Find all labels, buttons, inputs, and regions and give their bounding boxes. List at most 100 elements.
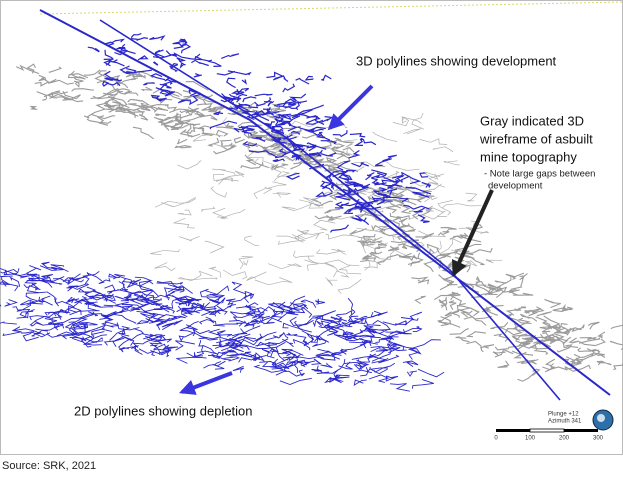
wireframe-line <box>204 103 216 110</box>
depletion-line <box>201 305 224 317</box>
wireframe-line <box>294 229 310 240</box>
wireframe-line <box>505 272 525 280</box>
wireframe-line <box>493 333 510 342</box>
wireframe-line <box>218 177 233 185</box>
depletion-line <box>32 274 53 288</box>
wireframe-line <box>249 157 287 169</box>
wireframe-line <box>520 313 538 322</box>
development-line <box>340 169 357 175</box>
depletion-line <box>44 310 71 316</box>
depletion-line <box>140 294 171 302</box>
development-line <box>282 106 297 110</box>
wireframe-line <box>336 249 347 255</box>
depletion-line <box>84 298 114 308</box>
depletion-line <box>344 318 367 328</box>
development-line <box>330 183 336 190</box>
wireframe-line <box>248 141 269 151</box>
wireframe-line <box>328 165 339 171</box>
wireframe-line <box>511 333 527 341</box>
wireframe-line <box>434 292 459 301</box>
wireframe-line <box>579 336 597 341</box>
depletion-line <box>393 342 422 355</box>
wireframe-line <box>439 237 462 255</box>
wireframe-line <box>103 99 115 109</box>
scale-labels: 0 100 200 300 <box>494 436 603 442</box>
wireframe-line <box>447 249 460 255</box>
wireframe-line <box>84 69 101 76</box>
depletion-line <box>402 360 419 367</box>
depletion-line <box>83 301 98 308</box>
wireframe-line <box>325 233 354 240</box>
wireframe-line <box>443 160 460 166</box>
development-line <box>114 50 136 56</box>
development-line <box>304 75 314 81</box>
wireframe-line <box>369 251 383 259</box>
depletion-line <box>263 317 282 325</box>
depletion-line <box>41 276 65 283</box>
wireframe-line <box>534 350 549 356</box>
wireframe-line <box>512 335 530 341</box>
development-line <box>371 169 388 177</box>
depletion-line <box>117 288 130 293</box>
wireframe-line <box>183 95 207 106</box>
wireframe-line <box>297 155 320 159</box>
wireframe-line <box>281 202 314 211</box>
wireframe-line <box>494 348 514 358</box>
wireframe-line <box>170 122 184 131</box>
wireframe-line <box>267 263 302 270</box>
annotation: Gray indicated 3D <box>480 113 584 128</box>
depletion-line <box>314 348 329 359</box>
depletion-line <box>12 306 31 315</box>
wireframe-line <box>536 311 552 317</box>
wireframe-line <box>270 108 277 115</box>
wireframe-line <box>304 259 340 273</box>
depletion-line <box>118 338 131 353</box>
depletion-line <box>267 344 277 358</box>
wireframe-line <box>383 201 402 209</box>
wireframe-line <box>330 215 355 222</box>
development-line <box>254 93 273 97</box>
depletion-line <box>194 352 207 359</box>
depletion-line <box>88 294 104 300</box>
depletion-line <box>246 316 261 325</box>
depletion-line <box>178 331 196 342</box>
wireframe-line <box>175 120 191 126</box>
wireframe-line <box>562 341 579 349</box>
wireframe-line <box>219 208 246 220</box>
depletion-line <box>360 366 371 377</box>
wireframe-line <box>213 174 239 182</box>
depletion-line <box>144 294 162 301</box>
development-line <box>262 108 272 113</box>
development-line <box>119 65 134 75</box>
depletion-line <box>330 348 348 356</box>
depletion-line <box>254 314 264 323</box>
depletion-line <box>23 277 37 289</box>
wireframe-line <box>487 283 500 292</box>
depletion-line <box>355 359 363 368</box>
development-line <box>87 46 100 53</box>
wireframe-line <box>26 63 36 74</box>
depletion-line <box>80 335 103 346</box>
development-line <box>152 61 159 66</box>
depletion-line <box>300 361 310 367</box>
development-line <box>342 188 360 195</box>
wireframe-line <box>497 287 512 293</box>
development-line <box>419 171 429 178</box>
development-line <box>306 115 321 124</box>
depletion-line <box>232 313 261 321</box>
scale-label: 300 <box>593 436 604 442</box>
development-line <box>179 62 186 69</box>
development-line <box>377 192 391 198</box>
wireframe-line <box>271 164 279 171</box>
depletion-line <box>198 340 212 350</box>
development-line <box>172 40 184 49</box>
depletion-line <box>387 343 401 354</box>
wireframe-line <box>115 110 145 113</box>
development-line <box>340 181 359 187</box>
wireframe-line <box>169 108 189 114</box>
development-line <box>381 177 395 184</box>
depletion-line <box>264 333 284 341</box>
wireframe-line <box>450 296 466 306</box>
wireframe-line <box>324 208 341 214</box>
development-line <box>412 191 430 198</box>
